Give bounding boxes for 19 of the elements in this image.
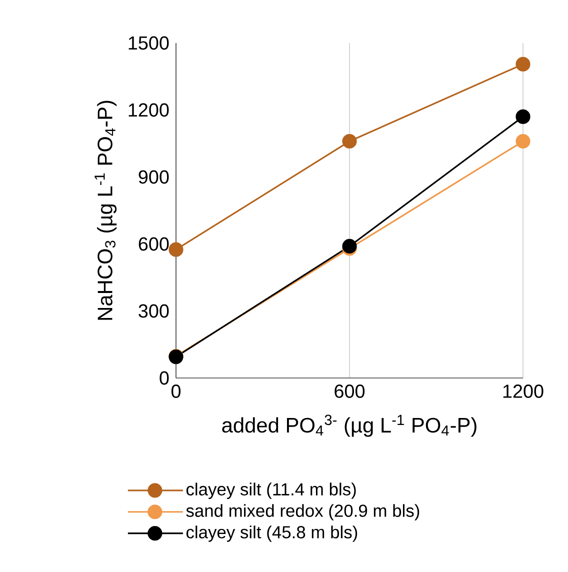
y-tick-label: 0	[160, 371, 169, 385]
point	[168, 242, 184, 257]
legend-label: clayey silt (11.4 m bls)	[186, 482, 356, 499]
y-tick-label: 300	[138, 304, 169, 318]
y-tick-label: 1500	[128, 36, 169, 50]
x-tick-label: 0	[171, 384, 181, 398]
point	[516, 109, 530, 124]
point	[342, 134, 357, 149]
legend-label: sand mixed redox (20.9 m bls)	[186, 504, 420, 520]
x-tick-label: 1200	[503, 384, 544, 398]
y-tick-label: 1200	[128, 103, 169, 117]
point	[516, 56, 530, 72]
legend-label: clayey silt (45.8 m bls)	[186, 526, 358, 542]
x-tick-label: 600	[334, 384, 365, 398]
y-tick-label: 900	[138, 170, 169, 184]
x-axis-title: added PO$_{4}$$^{3-}$ (µg L$^{-1}$ PO$_{4}$-P)	[222, 414, 476, 437]
y-tick-label: 600	[138, 237, 169, 251]
y-axis-title: NaHCO$_{3}$ (µg L$^{-1}$ PO$_{4}$-P)	[94, 100, 117, 320]
point	[516, 134, 530, 149]
